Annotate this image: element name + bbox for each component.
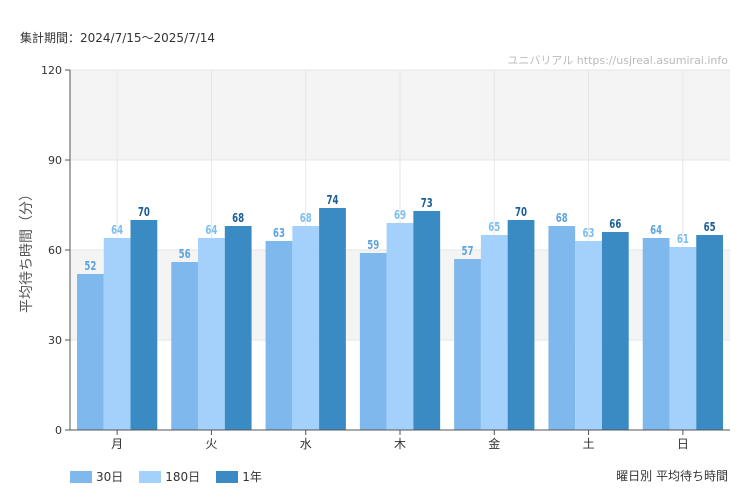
data-label: 68 <box>300 211 312 225</box>
data-label: 73 <box>421 196 433 210</box>
x-tick-label: 金 <box>488 436 500 451</box>
data-label: 65 <box>488 220 500 234</box>
x-tick-label: 日 <box>677 437 689 451</box>
source-watermark: ユニバリアル https://usjreal.asumirai.info <box>507 54 728 67</box>
data-label: 64 <box>111 223 123 237</box>
bar <box>575 241 602 430</box>
x-tick-label: 水 <box>300 437 312 451</box>
data-label: 63 <box>583 226 595 240</box>
x-tick-label: 土 <box>583 437 595 451</box>
bar <box>480 235 508 430</box>
x-tick-label: 火 <box>205 437 217 451</box>
chart-caption: 曜日別 平均待ち時間 <box>616 469 728 483</box>
data-label: 52 <box>84 259 96 273</box>
bar <box>198 238 225 430</box>
y-tick-label: 0 <box>55 424 62 437</box>
data-label: 61 <box>677 232 689 246</box>
data-label: 64 <box>205 223 217 237</box>
data-label: 69 <box>394 208 406 222</box>
bar <box>507 220 535 430</box>
legend-swatch-30d <box>70 470 92 483</box>
x-tick-label: 木 <box>394 437 406 451</box>
legend-label-30d: 30日 <box>96 470 124 484</box>
bar <box>265 241 293 430</box>
data-label: 59 <box>367 238 379 252</box>
bar <box>642 238 670 430</box>
legend: 30日 180日 1年 <box>70 468 262 485</box>
y-tick-label: 120 <box>41 64 62 77</box>
data-label: 57 <box>462 244 474 258</box>
data-label: 70 <box>515 205 527 219</box>
bar <box>130 220 158 430</box>
legend-item-30d[interactable]: 30日 <box>70 468 123 485</box>
legend-item-180d[interactable]: 180日 <box>139 468 200 485</box>
period-label: 集計期間：2024/7/15〜2025/7/14 <box>20 31 216 45</box>
bar <box>224 226 252 430</box>
x-tick-label: 月 <box>111 437 123 451</box>
bar <box>601 232 629 430</box>
legend-item-1y[interactable]: 1年 <box>216 468 262 485</box>
data-label: 63 <box>273 226 285 240</box>
bar <box>292 226 320 430</box>
bar <box>696 235 723 430</box>
bar <box>669 247 697 430</box>
y-axis-title: 平均待ち時間（分） <box>19 187 35 313</box>
legend-label-180d: 180日 <box>165 470 201 484</box>
data-label: 56 <box>179 247 191 261</box>
bar <box>548 226 576 430</box>
bar <box>319 208 346 430</box>
data-label: 66 <box>609 217 621 231</box>
data-label: 68 <box>232 211 244 225</box>
data-label: 64 <box>650 223 662 237</box>
bar <box>386 223 414 430</box>
data-label: 70 <box>138 205 150 219</box>
y-tick-label: 90 <box>48 154 62 167</box>
bar <box>454 259 481 430</box>
bar <box>413 211 441 430</box>
y-tick-label: 60 <box>48 244 62 257</box>
data-label: 65 <box>704 220 716 234</box>
legend-label-1y: 1年 <box>242 470 262 484</box>
legend-swatch-1y <box>216 470 239 483</box>
data-label: 68 <box>556 211 568 225</box>
bar <box>103 238 131 430</box>
bar <box>171 262 199 430</box>
data-label: 74 <box>326 193 338 207</box>
y-tick-label: 30 <box>48 334 62 347</box>
bar <box>77 274 104 430</box>
legend-swatch-180d <box>139 470 162 483</box>
bar <box>359 253 387 430</box>
